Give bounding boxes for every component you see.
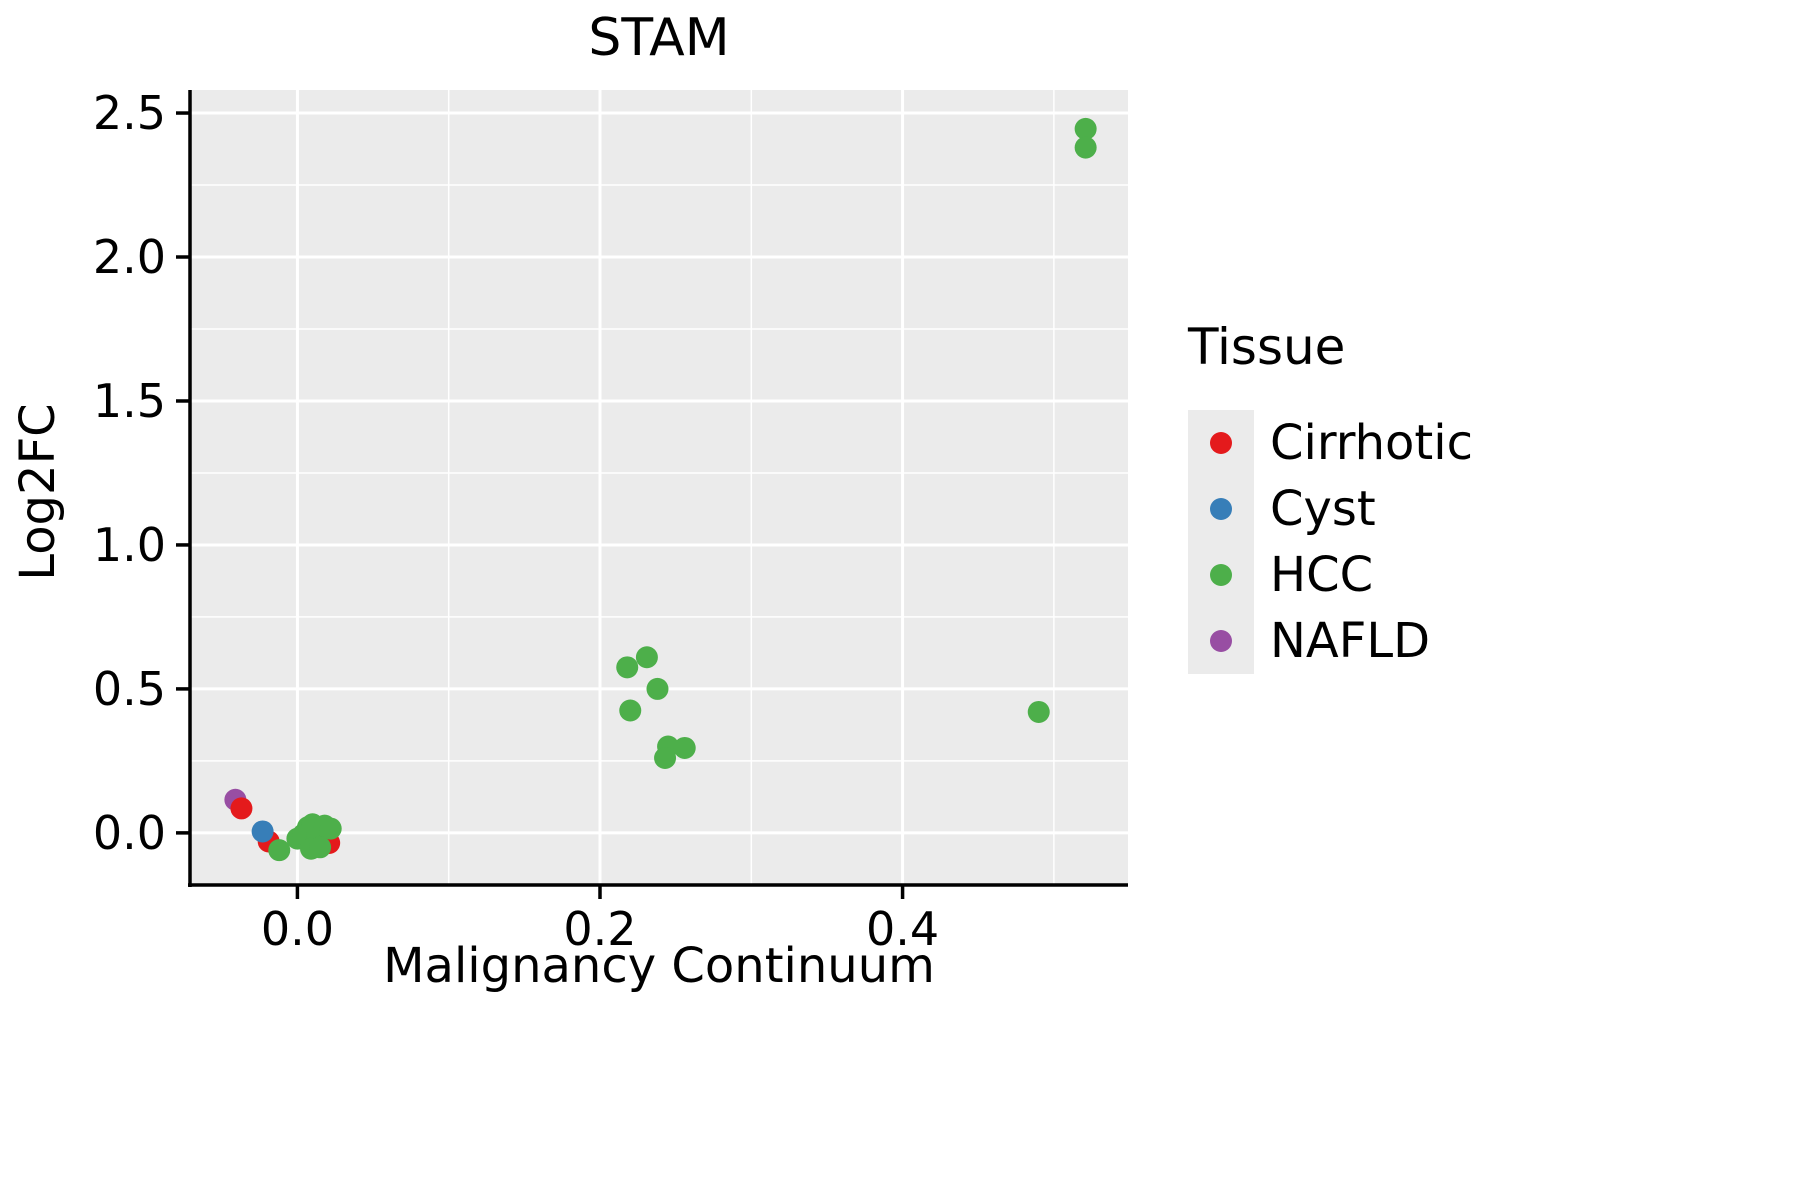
hcc-swatch-icon bbox=[1210, 564, 1232, 586]
legend-entry-cirrhotic: Cirrhotic bbox=[1188, 410, 1473, 476]
legend-key bbox=[1188, 476, 1254, 542]
scatter-point-hcc bbox=[654, 747, 677, 770]
x-tick-label: 0.2 bbox=[563, 902, 636, 956]
legend-key bbox=[1188, 410, 1254, 476]
y-tick-label: 0.0 bbox=[93, 806, 166, 860]
x-tick-label: 0.4 bbox=[866, 902, 939, 956]
cyst-swatch-icon bbox=[1210, 498, 1232, 520]
legend-key bbox=[1188, 542, 1254, 608]
scatter-point-hcc bbox=[619, 699, 642, 722]
y-tick-label: 2.0 bbox=[93, 230, 166, 284]
scatter-point-hcc bbox=[1074, 117, 1097, 140]
y-tick-label: 1.5 bbox=[93, 374, 166, 428]
legend-entry-cyst: Cyst bbox=[1188, 476, 1473, 542]
legend-label: NAFLD bbox=[1270, 613, 1431, 669]
cirrhotic-swatch-icon bbox=[1210, 432, 1232, 454]
scatter-point-hcc bbox=[268, 839, 291, 862]
y-tick-label: 2.5 bbox=[93, 86, 166, 140]
scatter-point-hcc bbox=[646, 677, 669, 700]
scatter-point-hcc bbox=[635, 646, 658, 669]
scatter-point-hcc bbox=[673, 736, 696, 759]
legend-entry-nafld: NAFLD bbox=[1188, 608, 1473, 674]
x-tick-label: 0.0 bbox=[261, 902, 334, 956]
legend-key bbox=[1188, 608, 1254, 674]
scatter-point-hcc bbox=[616, 656, 639, 679]
legend-entries: Cirrhotic Cyst HCC NAFLD bbox=[1188, 410, 1473, 674]
legend-label: Cirrhotic bbox=[1270, 415, 1473, 471]
chart-title: STAM bbox=[588, 8, 730, 68]
scatter-point-cyst bbox=[251, 820, 274, 843]
legend-label: HCC bbox=[1270, 547, 1374, 603]
legend-label: Cyst bbox=[1270, 481, 1376, 537]
scatter-point-hcc bbox=[319, 817, 342, 840]
y-tick-label: 1.0 bbox=[93, 518, 166, 572]
nafld-swatch-icon bbox=[1210, 630, 1232, 652]
scatter-point-hcc bbox=[1027, 700, 1050, 723]
x-axis-label: Malignancy Continuum bbox=[383, 938, 935, 994]
scatter-point-cirrhotic bbox=[230, 797, 253, 820]
legend-title: Tissue bbox=[1188, 318, 1346, 376]
legend-entry-hcc: HCC bbox=[1188, 542, 1473, 608]
y-tick-label: 0.5 bbox=[93, 662, 166, 716]
scatter-point-hcc bbox=[309, 836, 332, 859]
y-axis-label: Log2FC bbox=[10, 403, 66, 581]
scatter-point-hcc bbox=[1074, 136, 1097, 159]
legend: Tissue Cirrhotic Cyst HCC NAFLD bbox=[1188, 318, 1473, 674]
